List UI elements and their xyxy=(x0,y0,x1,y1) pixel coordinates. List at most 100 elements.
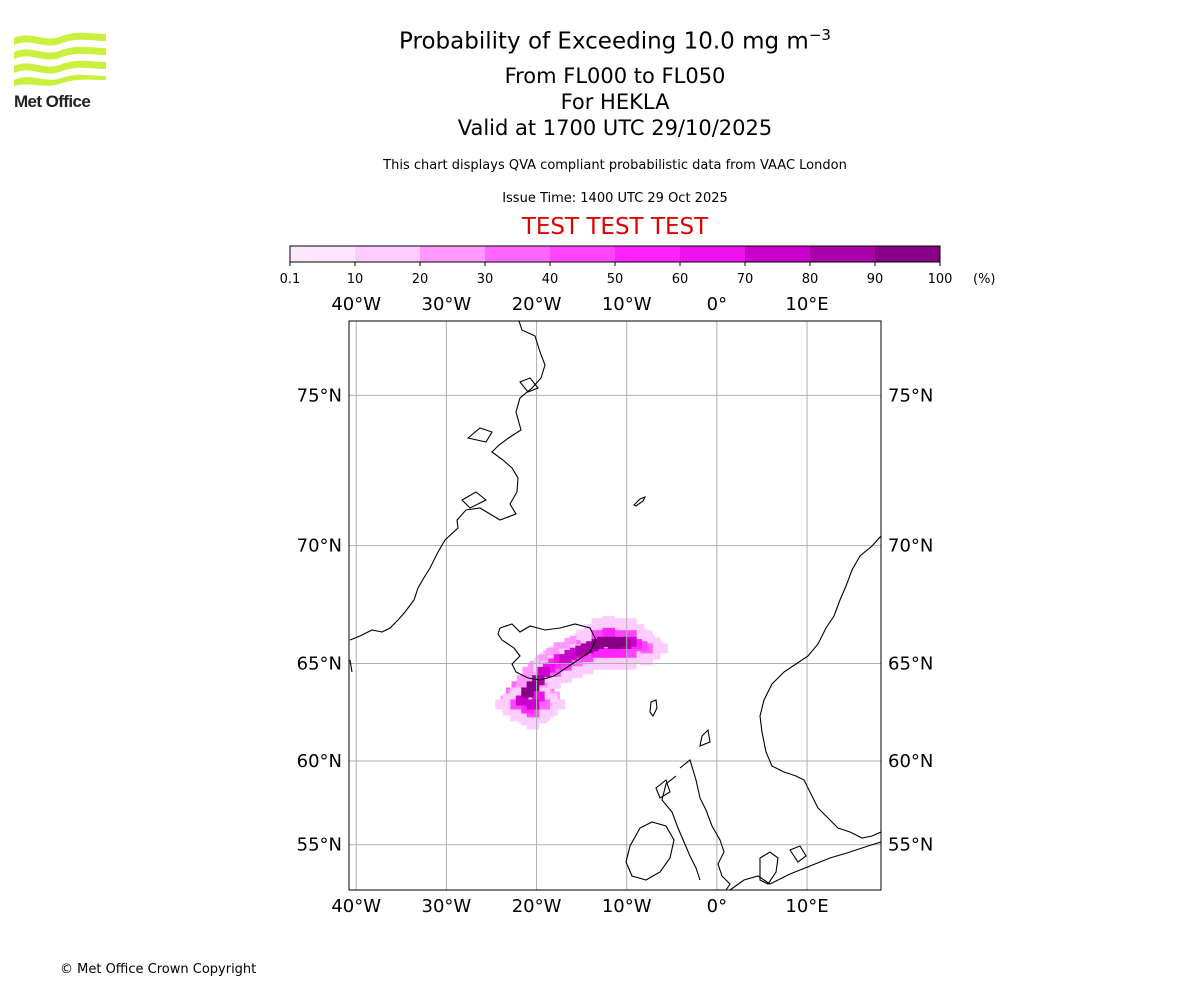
plume-cell xyxy=(559,660,572,671)
plume-cell xyxy=(602,636,615,647)
denmark xyxy=(759,845,807,885)
plume-cell xyxy=(613,630,626,641)
plume-halo-cell xyxy=(624,618,637,629)
plume-halo-cell xyxy=(591,659,605,670)
latitude-label: 70°N xyxy=(297,536,342,557)
plume-halo-cell xyxy=(537,711,551,722)
volcano-name: For HEKLA xyxy=(560,90,670,114)
graticule xyxy=(349,321,881,890)
colorbar-tick-label: 60 xyxy=(672,272,689,287)
colorbar-tick-label: 50 xyxy=(607,272,624,287)
plume-halo-cell xyxy=(583,636,597,647)
ash-plume xyxy=(495,615,669,730)
plume-halo-cell xyxy=(631,624,645,635)
latitude-label: 75°N xyxy=(297,385,342,406)
plume-halo-cell xyxy=(519,713,532,724)
plume-cell xyxy=(515,695,529,706)
plume-halo-cell xyxy=(510,687,524,698)
flight-level-range: From FL000 to FL050 xyxy=(504,64,726,88)
latitude-label: 70°N xyxy=(888,536,933,557)
colorbar-tick-label: 80 xyxy=(802,272,819,287)
colorbar-tick-label: 20 xyxy=(412,272,429,287)
test-banner: TEST TEST TEST xyxy=(521,214,709,240)
latitude-label: 60°N xyxy=(297,751,342,772)
latitude-label: 75°N xyxy=(888,385,933,406)
faroe-islands xyxy=(649,699,658,718)
plume-cell xyxy=(591,647,605,658)
colorbar-tick-label: 70 xyxy=(737,272,754,287)
great-britain xyxy=(661,728,731,890)
colorbar: 0.1 10 20 30 40 50 60 70 80 90 100 xyxy=(280,245,953,287)
longitude-labels-bottom: 40°W 30°W 20°W 10°W 0° 10°E xyxy=(331,896,828,917)
ireland xyxy=(625,821,675,881)
chart-description: This chart displays QVA compliant probab… xyxy=(383,158,847,173)
latitude-labels-left: 75°N 70°N 65°N 60°N 55°N xyxy=(297,385,342,855)
longitude-label: 40°W xyxy=(331,896,381,917)
issue-time: Issue Time: 1400 UTC 29 Oct 2025 xyxy=(502,191,728,206)
plume-cell xyxy=(613,647,626,658)
longitude-label: 20°W xyxy=(512,294,562,315)
colorbar-segment xyxy=(745,246,811,262)
colorbar-tick-label: 10 xyxy=(347,272,364,287)
plume-halo-cell xyxy=(510,711,524,722)
plume-cell xyxy=(537,666,551,677)
colorbar-segment xyxy=(355,246,421,262)
continental-europe xyxy=(729,841,881,890)
plume-halo-cell xyxy=(502,693,516,704)
colorbar-segment xyxy=(875,246,941,262)
plume-halo-cell xyxy=(605,653,619,664)
colorbar-segment xyxy=(810,246,876,262)
plume-halo-cell xyxy=(552,699,566,710)
colorbar-tick-label: 100 xyxy=(928,272,953,287)
colorbar-unit: (%) xyxy=(973,272,996,287)
plume-halo-cell xyxy=(616,624,630,635)
longitude-label: 0° xyxy=(707,896,727,917)
latitude-label: 65°N xyxy=(297,653,342,674)
plume-cell xyxy=(624,630,637,641)
plume-halo-cell xyxy=(647,649,661,660)
colorbar-segment xyxy=(420,246,486,262)
latitude-label: 55°N xyxy=(888,835,933,856)
plume-cell xyxy=(521,687,534,698)
longitude-label: 40°W xyxy=(331,294,381,315)
longitude-label: 10°W xyxy=(602,896,652,917)
longitude-label: 10°W xyxy=(602,294,652,315)
plume-halo-cell xyxy=(602,615,615,626)
colorbar-segment xyxy=(680,246,746,262)
plume-halo-cell xyxy=(639,630,652,641)
longitude-labels-top: 40°W 30°W 20°W 10°W 0° 10°E xyxy=(331,294,828,315)
latitude-labels-right: 75°N 70°N 65°N 60°N 55°N xyxy=(888,385,933,855)
jan-mayen xyxy=(633,495,647,507)
plume-cell xyxy=(624,647,637,658)
longitude-label: 10°E xyxy=(785,294,828,315)
copyright-notice: © Met Office Crown Copyright xyxy=(60,962,257,977)
plume-halo-cell xyxy=(559,672,572,683)
plume-halo-cell xyxy=(545,705,558,716)
plume-halo-cell xyxy=(616,653,630,664)
plume-cell xyxy=(591,630,605,641)
longitude-label: 0° xyxy=(707,294,727,315)
colorbar-tick-label: 0.1 xyxy=(280,272,301,287)
plume-cell xyxy=(532,691,545,702)
plume-cell xyxy=(537,699,551,710)
plume-halo-cell xyxy=(545,693,558,704)
logo-wordmark: Met Office xyxy=(14,92,91,111)
plume-halo-cell xyxy=(569,668,583,679)
plume-halo-cell xyxy=(647,637,661,648)
chart-title: Probability of Exceeding 10.0 mg m−3 xyxy=(399,26,831,55)
norway-coast xyxy=(759,535,881,839)
plume-cell xyxy=(602,647,615,658)
plume-halo-cell xyxy=(580,664,594,675)
plume-halo-cell xyxy=(526,719,540,730)
colorbar-tick-label: 90 xyxy=(867,272,884,287)
plume-halo-cell xyxy=(602,659,615,670)
plume-halo-cell xyxy=(594,621,608,632)
colorbar-tick-label: 40 xyxy=(542,272,559,287)
plume-cell xyxy=(526,699,540,710)
map-panel xyxy=(349,321,881,890)
met-office-logo: Met Office xyxy=(14,30,108,111)
plume-halo-cell xyxy=(502,705,516,716)
plume-halo-cell xyxy=(548,678,561,689)
plume-halo-cell xyxy=(640,655,653,666)
